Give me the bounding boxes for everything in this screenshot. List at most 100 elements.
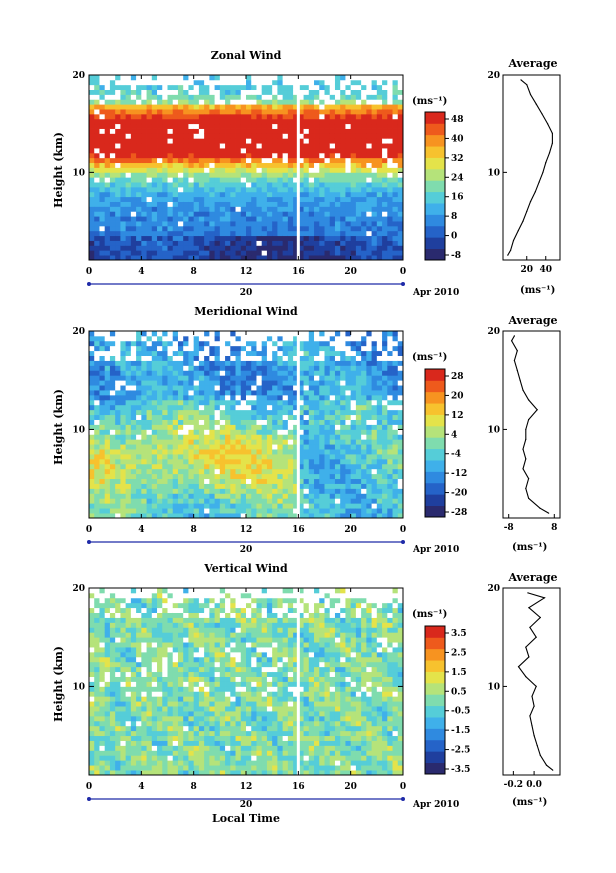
heatmap-cell bbox=[157, 211, 163, 217]
heatmap-cell bbox=[230, 458, 236, 465]
heatmap-cell bbox=[172, 473, 179, 480]
heatmap-cell bbox=[225, 186, 231, 193]
heatmap-cell bbox=[397, 109, 404, 115]
heatmap-cell bbox=[209, 235, 215, 241]
heatmap-cell bbox=[298, 133, 304, 139]
heatmap-cell bbox=[193, 458, 200, 465]
heatmap-cell bbox=[167, 498, 174, 504]
heatmap-cell bbox=[89, 671, 95, 677]
heatmap-cell bbox=[167, 409, 174, 416]
heatmap-cell bbox=[94, 642, 100, 648]
heatmap-cell bbox=[392, 399, 399, 406]
heatmap-cell bbox=[162, 503, 168, 509]
heatmap-cell bbox=[209, 128, 215, 134]
heatmap-cell bbox=[361, 235, 367, 241]
heatmap-cell bbox=[204, 104, 210, 110]
heatmap-cell bbox=[387, 94, 393, 100]
heatmap-cell bbox=[125, 345, 132, 352]
heatmap-cell bbox=[366, 458, 372, 465]
heatmap-cell bbox=[172, 434, 179, 440]
heatmap-cell bbox=[162, 245, 168, 251]
heatmap-cell bbox=[146, 182, 153, 188]
heatmap-cell bbox=[94, 735, 100, 741]
heatmap-cell bbox=[314, 143, 320, 149]
heatmap-cell bbox=[376, 458, 383, 465]
heatmap-cell bbox=[303, 201, 310, 207]
heatmap-cell bbox=[266, 370, 273, 376]
heatmap-cell bbox=[209, 109, 215, 115]
heatmap-cell bbox=[382, 182, 388, 188]
heatmap-cell bbox=[204, 488, 210, 494]
heatmap-cell bbox=[319, 390, 325, 396]
heatmap-cell bbox=[361, 186, 367, 193]
heatmap-cell bbox=[151, 493, 158, 499]
heatmap-cell bbox=[266, 186, 273, 193]
heatmap-cell bbox=[115, 370, 121, 376]
heatmap-cell bbox=[261, 84, 268, 91]
heatmap-cell bbox=[387, 439, 393, 445]
heatmap-cell bbox=[162, 109, 168, 115]
heatmap-cell bbox=[319, 128, 325, 134]
heatmap-cell bbox=[225, 390, 231, 396]
heatmap-cell bbox=[177, 419, 184, 425]
heatmap-cell bbox=[204, 235, 210, 241]
heatmap-cell bbox=[209, 196, 215, 202]
heatmap-cell bbox=[277, 508, 284, 514]
heatmap-cell bbox=[141, 454, 147, 460]
heatmap-cell bbox=[109, 216, 116, 222]
heatmap-cell bbox=[157, 191, 163, 198]
heatmap-cell bbox=[157, 89, 163, 95]
colorbar-unit-label: (ms⁻¹) bbox=[412, 352, 447, 363]
heatmap-cell bbox=[319, 493, 325, 499]
heatmap-cell bbox=[177, 414, 184, 420]
heatmap-cell bbox=[345, 128, 352, 134]
heatmap-cell bbox=[99, 399, 106, 406]
heatmap-cell bbox=[240, 89, 247, 95]
heatmap-cell bbox=[204, 350, 210, 356]
heatmap-cell bbox=[209, 191, 215, 198]
heatmap-cell bbox=[109, 760, 116, 766]
heatmap-cell bbox=[282, 404, 289, 411]
heatmap-cell bbox=[314, 449, 320, 455]
heatmap-cell bbox=[366, 399, 372, 406]
heatmap-cell bbox=[94, 123, 100, 129]
heatmap-cell bbox=[371, 79, 378, 86]
heatmap-cell bbox=[130, 138, 137, 144]
heatmap-cell bbox=[109, 186, 116, 193]
heatmap-cell bbox=[183, 444, 189, 450]
heatmap-cell bbox=[293, 104, 299, 110]
heatmap-cell bbox=[366, 483, 372, 489]
heatmap-cell bbox=[193, 399, 200, 406]
heatmap-cell bbox=[225, 206, 231, 212]
heatmap-cell bbox=[136, 240, 142, 246]
heatmap-cell bbox=[308, 240, 315, 246]
heatmap-cell bbox=[99, 370, 106, 376]
heatmap-cell bbox=[387, 424, 393, 430]
heatmap-cell bbox=[230, 414, 236, 420]
heatmap-cell bbox=[282, 424, 289, 430]
heatmap-cell bbox=[277, 444, 284, 450]
heatmap-cell bbox=[298, 186, 304, 193]
heatmap-cell bbox=[355, 167, 362, 173]
heatmap-cell bbox=[329, 508, 336, 514]
heatmap-cell bbox=[157, 335, 163, 342]
heatmap-cell bbox=[104, 240, 111, 246]
heatmap-cell bbox=[125, 365, 132, 371]
heatmap-cell bbox=[177, 104, 184, 110]
heatmap-cell bbox=[308, 458, 315, 465]
heatmap-cell bbox=[319, 177, 325, 183]
heatmap-cell bbox=[329, 162, 336, 168]
heatmap-cell bbox=[277, 498, 284, 504]
heatmap-cell bbox=[125, 206, 132, 212]
heatmap-cell bbox=[136, 449, 142, 455]
heatmap-cell bbox=[120, 350, 127, 356]
heatmap-cell bbox=[382, 206, 388, 212]
heatmap-cell bbox=[387, 191, 393, 198]
heatmap-cell bbox=[376, 340, 383, 347]
heatmap-cell bbox=[115, 360, 121, 366]
heatmap-cell bbox=[120, 365, 127, 371]
heatmap-cell bbox=[298, 370, 304, 376]
heatmap-cell bbox=[246, 503, 252, 509]
heatmap-cell bbox=[266, 235, 273, 241]
heatmap-cell bbox=[361, 143, 367, 149]
